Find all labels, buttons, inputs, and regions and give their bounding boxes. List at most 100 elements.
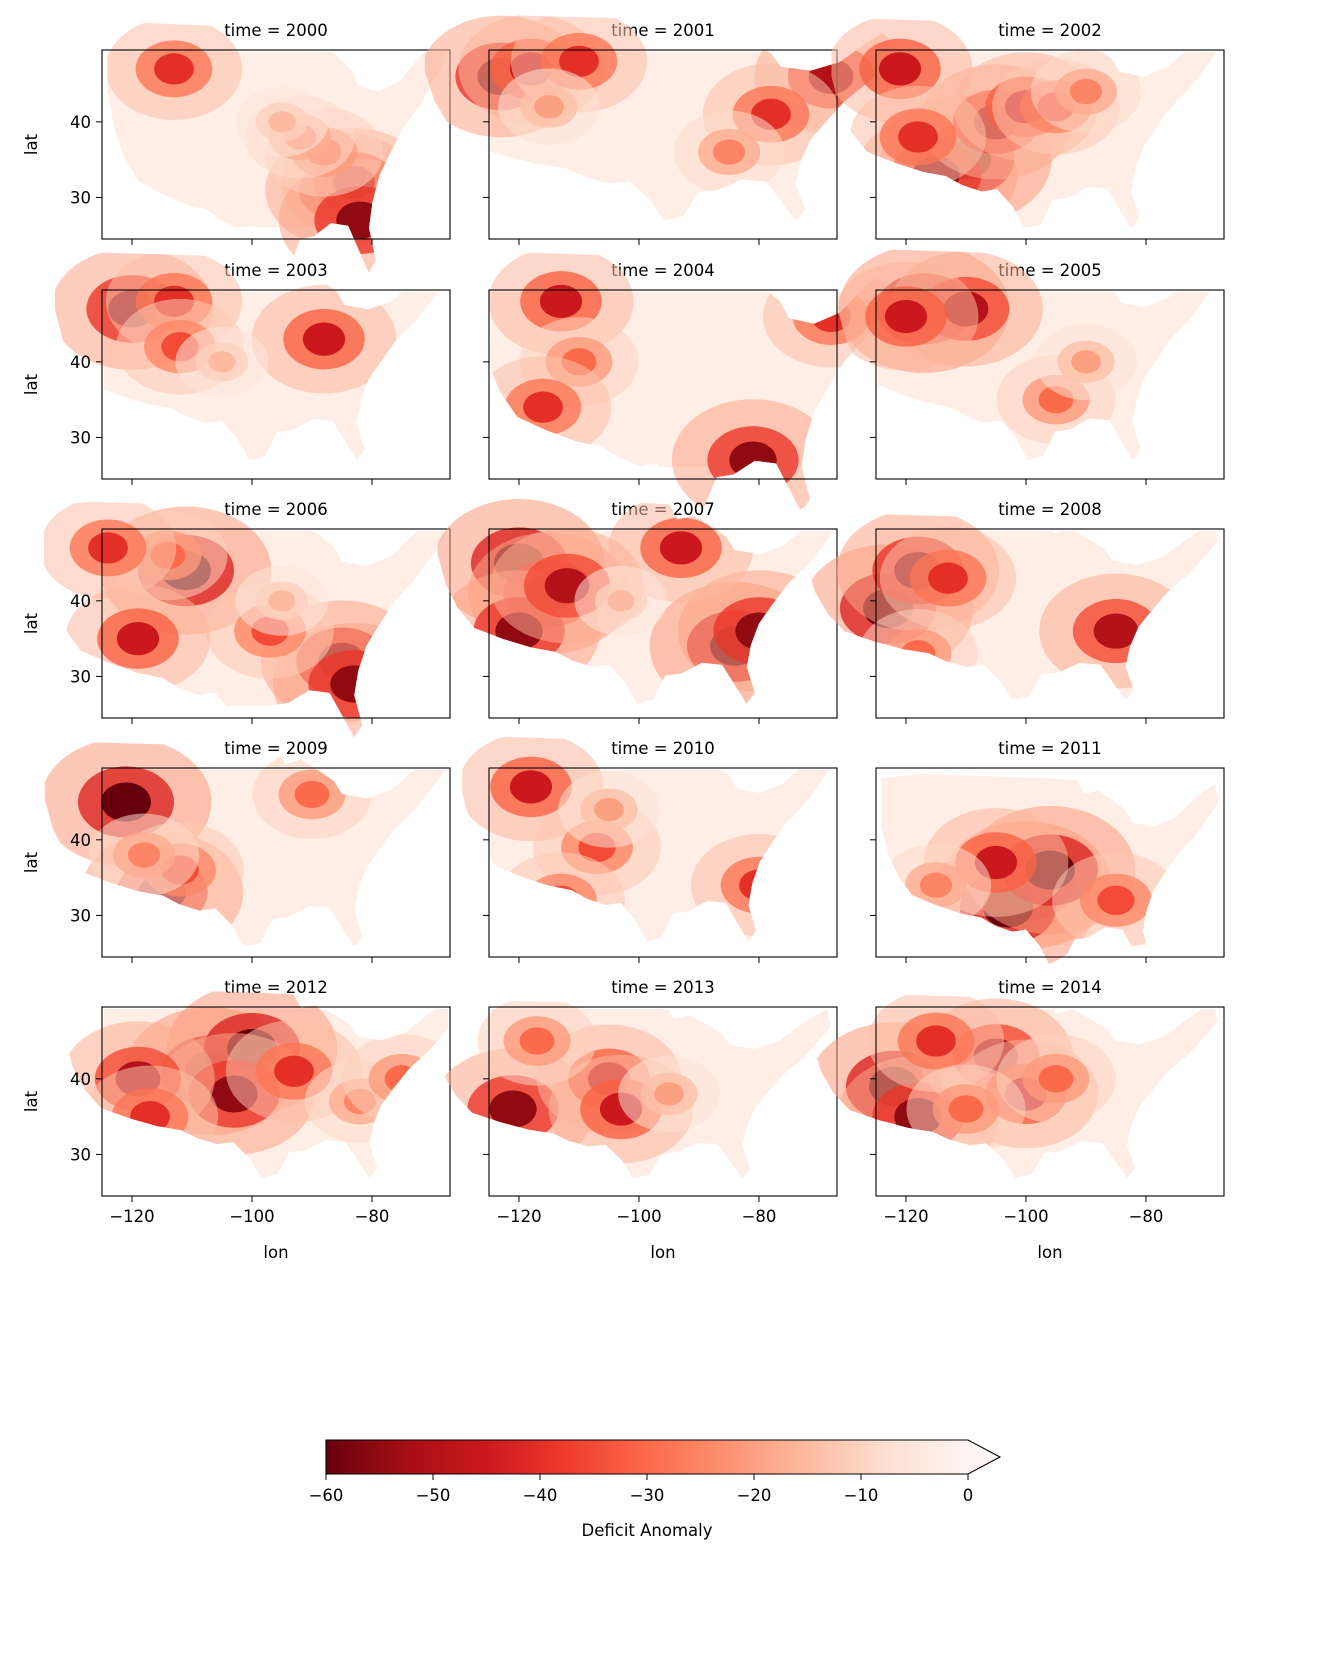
colorbar-outline <box>325 1439 1002 1475</box>
anomaly-core <box>519 1027 555 1055</box>
anomaly-core <box>294 780 330 809</box>
anomaly-core <box>208 351 236 373</box>
y-tick-label: 40 <box>70 1070 91 1089</box>
anomaly-halo <box>690 834 828 937</box>
facet-title: time = 2003 <box>224 261 328 280</box>
anomaly-core <box>88 532 128 564</box>
x-tick-label: −120 <box>883 1207 928 1226</box>
colorbar-label: Deficit Anomaly <box>582 1521 713 1540</box>
anomaly-core <box>594 797 624 822</box>
y-axis-label: lat <box>22 373 41 395</box>
axes-frame <box>488 49 838 240</box>
anomaly-core <box>948 1095 984 1123</box>
x-tick-label: −100 <box>229 1207 274 1226</box>
facet-panel: time = 2007 <box>437 497 838 724</box>
anomaly-core <box>739 869 779 901</box>
facet-panel: time = 2005 <box>837 249 1225 485</box>
y-tick-label: 40 <box>70 831 91 850</box>
anomaly-core <box>116 622 160 656</box>
x-axis-label: lon <box>263 1243 288 1262</box>
facet-title: time = 2002 <box>998 21 1102 40</box>
anomaly-core <box>101 782 151 822</box>
colorbar-tick-label: −20 <box>737 1486 772 1505</box>
x-tick-label: −100 <box>1003 1207 1048 1226</box>
colorbar-tick-label: −50 <box>416 1486 451 1505</box>
anomaly-core <box>130 1101 170 1133</box>
anomaly-core <box>878 52 922 86</box>
anomaly-core <box>928 562 968 594</box>
facet-panel: time = 2004 <box>479 252 895 513</box>
facet-panels: time = 2000 30 40 lat time = 2001 time = 2002… <box>22 14 1225 1262</box>
y-axis-label: lat <box>22 133 41 155</box>
anomaly-region <box>525 873 597 927</box>
heatmap-field <box>881 774 1219 966</box>
anomaly-region <box>720 856 798 914</box>
anomaly-core <box>523 391 563 423</box>
facet-panel: time = 2014 −120 −100 −80 lon <box>812 978 1225 1262</box>
y-tick-label: 30 <box>70 428 91 447</box>
anomaly-core <box>1093 613 1139 649</box>
heatmap-field <box>43 501 444 738</box>
axes-frame <box>101 49 451 240</box>
anomaly-core <box>384 1065 420 1093</box>
anomaly-core <box>539 284 583 318</box>
facet-title: time = 2008 <box>998 500 1102 519</box>
anomaly-core <box>729 441 777 479</box>
axes-frame <box>101 289 451 480</box>
facet-title: time = 2010 <box>611 739 715 758</box>
anomaly-core <box>268 111 296 133</box>
x-tick-label: −80 <box>742 1207 777 1226</box>
axes-frame <box>488 289 838 480</box>
y-axis-label: lat <box>22 851 41 873</box>
anomaly-core <box>607 590 635 612</box>
heatmap-field <box>424 14 903 221</box>
heatmap-field <box>831 18 1219 229</box>
y-axis-label: lat <box>22 612 41 634</box>
heatmap-field <box>806 513 1218 701</box>
anomaly-core <box>330 665 378 703</box>
y-tick-label: 40 <box>70 353 91 372</box>
anomaly-core <box>127 842 161 868</box>
axes-frame <box>101 767 451 958</box>
facet-title: time = 2011 <box>998 739 1102 758</box>
colorbar-tick-label: −40 <box>523 1486 558 1505</box>
anomaly-core <box>489 1090 537 1128</box>
facet-panel: time = 2013 −120 −100 −80 lon <box>435 978 838 1262</box>
anomaly-core <box>336 201 384 239</box>
facet-title: time = 2014 <box>998 978 1102 997</box>
x-tick-label: −120 <box>496 1207 541 1226</box>
y-tick-label: 40 <box>70 592 91 611</box>
axes-frame <box>875 289 1225 480</box>
heatmap-field <box>65 988 458 1179</box>
facet-panel: time = 2011 <box>870 739 1225 966</box>
axes-frame <box>101 1006 451 1197</box>
colorbar: −60 −50 −40 −30 −20 −10 0 Deficit Anomaly <box>309 1439 1002 1540</box>
anomaly-core <box>542 885 580 915</box>
heatmap-field <box>479 252 895 513</box>
facet-panel: time = 2001 <box>424 14 903 245</box>
axes-frame <box>101 528 451 719</box>
heatmap-field <box>462 736 832 942</box>
facet-title: time = 2012 <box>224 978 328 997</box>
facet-panel: time = 2002 <box>831 18 1225 245</box>
facet-title: time = 2006 <box>224 500 328 519</box>
anomaly-core <box>268 590 296 612</box>
facet-panel: time = 2008 <box>806 500 1225 724</box>
anomaly-core <box>534 95 564 119</box>
anomaly-core <box>1097 885 1135 915</box>
anomaly-core <box>154 53 194 85</box>
facet-title: time = 2000 <box>224 21 328 40</box>
heatmap-field <box>435 1000 831 1179</box>
axes-frame <box>875 767 1225 958</box>
colorbar-tick-label: 0 <box>963 1486 974 1505</box>
anomaly-core <box>884 299 928 334</box>
facet-panel: time = 2012 30 40 lat −120 −100 −80 lon <box>22 978 458 1262</box>
y-axis-label: lat <box>22 1090 41 1112</box>
axes-frame <box>488 1006 838 1197</box>
anomaly-halo <box>497 852 625 942</box>
colorbar-gradient <box>326 1440 968 1474</box>
colorbar-tick-label: −60 <box>309 1486 344 1505</box>
anomaly-core <box>1038 1065 1074 1093</box>
heatmap-field <box>437 497 837 704</box>
